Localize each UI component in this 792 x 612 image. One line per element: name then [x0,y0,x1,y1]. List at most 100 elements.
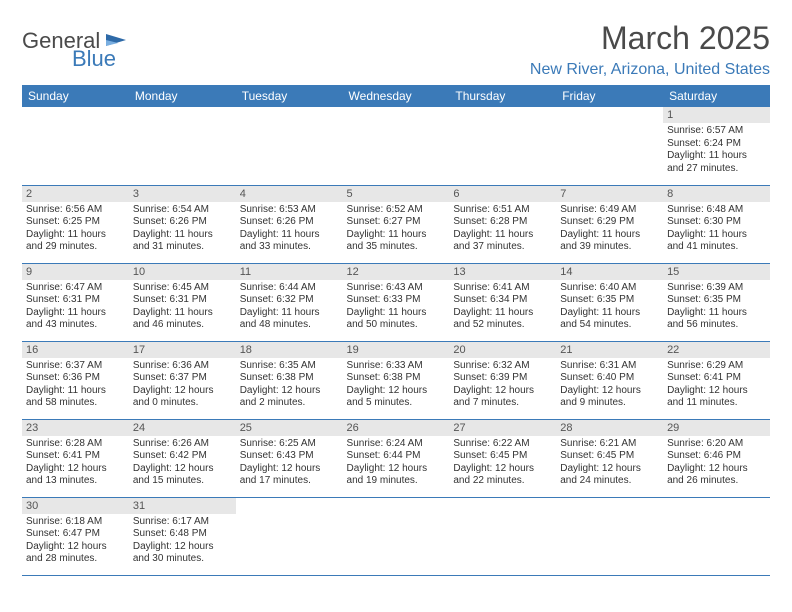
day-details: Sunrise: 6:51 AMSunset: 6:28 PMDaylight:… [449,202,556,258]
calendar-cell: 23Sunrise: 6:28 AMSunset: 6:41 PMDayligh… [22,419,129,497]
day-details: Sunrise: 6:53 AMSunset: 6:26 PMDaylight:… [236,202,343,258]
calendar-cell: 19Sunrise: 6:33 AMSunset: 6:38 PMDayligh… [343,341,450,419]
day-number: 9 [22,264,129,280]
day-details: Sunrise: 6:54 AMSunset: 6:26 PMDaylight:… [129,202,236,258]
day-details: Sunrise: 6:39 AMSunset: 6:35 PMDaylight:… [663,280,770,336]
day-details: Sunrise: 6:37 AMSunset: 6:36 PMDaylight:… [22,358,129,414]
calendar-cell: 18Sunrise: 6:35 AMSunset: 6:38 PMDayligh… [236,341,343,419]
day-number: 8 [663,186,770,202]
day-number: 22 [663,342,770,358]
calendar-row: 9Sunrise: 6:47 AMSunset: 6:31 PMDaylight… [22,263,770,341]
day-number: 10 [129,264,236,280]
calendar-cell: 4Sunrise: 6:53 AMSunset: 6:26 PMDaylight… [236,185,343,263]
day-details: Sunrise: 6:17 AMSunset: 6:48 PMDaylight:… [129,514,236,570]
day-details: Sunrise: 6:33 AMSunset: 6:38 PMDaylight:… [343,358,450,414]
calendar-cell: 2Sunrise: 6:56 AMSunset: 6:25 PMDaylight… [22,185,129,263]
day-number: 13 [449,264,556,280]
day-details: Sunrise: 6:29 AMSunset: 6:41 PMDaylight:… [663,358,770,414]
day-number: 27 [449,420,556,436]
day-details: Sunrise: 6:52 AMSunset: 6:27 PMDaylight:… [343,202,450,258]
day-details: Sunrise: 6:26 AMSunset: 6:42 PMDaylight:… [129,436,236,492]
logo-text-blue: Blue [72,46,116,72]
day-details: Sunrise: 6:49 AMSunset: 6:29 PMDaylight:… [556,202,663,258]
day-details: Sunrise: 6:43 AMSunset: 6:33 PMDaylight:… [343,280,450,336]
day-number: 31 [129,498,236,514]
day-number: 2 [22,186,129,202]
day-details: Sunrise: 6:56 AMSunset: 6:25 PMDaylight:… [22,202,129,258]
day-number: 7 [556,186,663,202]
day-details: Sunrise: 6:48 AMSunset: 6:30 PMDaylight:… [663,202,770,258]
day-details: Sunrise: 6:21 AMSunset: 6:45 PMDaylight:… [556,436,663,492]
calendar-cell: 12Sunrise: 6:43 AMSunset: 6:33 PMDayligh… [343,263,450,341]
calendar-cell [129,107,236,185]
month-title: March 2025 [530,20,770,57]
calendar-cell [449,497,556,575]
calendar-cell: 28Sunrise: 6:21 AMSunset: 6:45 PMDayligh… [556,419,663,497]
weekday-header: Monday [129,85,236,107]
day-details: Sunrise: 6:22 AMSunset: 6:45 PMDaylight:… [449,436,556,492]
day-number: 26 [343,420,450,436]
day-number: 30 [22,498,129,514]
day-number: 25 [236,420,343,436]
day-number: 1 [663,107,770,123]
calendar-cell: 31Sunrise: 6:17 AMSunset: 6:48 PMDayligh… [129,497,236,575]
day-details: Sunrise: 6:45 AMSunset: 6:31 PMDaylight:… [129,280,236,336]
calendar-row: 2Sunrise: 6:56 AMSunset: 6:25 PMDaylight… [22,185,770,263]
calendar-cell [22,107,129,185]
calendar-cell: 11Sunrise: 6:44 AMSunset: 6:32 PMDayligh… [236,263,343,341]
day-details: Sunrise: 6:40 AMSunset: 6:35 PMDaylight:… [556,280,663,336]
day-details: Sunrise: 6:44 AMSunset: 6:32 PMDaylight:… [236,280,343,336]
header: General March 2025 New River, Arizona, U… [22,20,770,79]
day-details: Sunrise: 6:41 AMSunset: 6:34 PMDaylight:… [449,280,556,336]
calendar-cell [236,497,343,575]
calendar-cell: 26Sunrise: 6:24 AMSunset: 6:44 PMDayligh… [343,419,450,497]
weekday-header: Tuesday [236,85,343,107]
day-details: Sunrise: 6:18 AMSunset: 6:47 PMDaylight:… [22,514,129,570]
calendar-cell: 3Sunrise: 6:54 AMSunset: 6:26 PMDaylight… [129,185,236,263]
calendar-cell [556,107,663,185]
calendar-cell: 22Sunrise: 6:29 AMSunset: 6:41 PMDayligh… [663,341,770,419]
calendar-cell: 8Sunrise: 6:48 AMSunset: 6:30 PMDaylight… [663,185,770,263]
day-details: Sunrise: 6:24 AMSunset: 6:44 PMDaylight:… [343,436,450,492]
calendar-cell: 24Sunrise: 6:26 AMSunset: 6:42 PMDayligh… [129,419,236,497]
day-number: 17 [129,342,236,358]
calendar-cell: 7Sunrise: 6:49 AMSunset: 6:29 PMDaylight… [556,185,663,263]
day-number: 14 [556,264,663,280]
calendar-cell [663,497,770,575]
day-number: 29 [663,420,770,436]
calendar-cell: 9Sunrise: 6:47 AMSunset: 6:31 PMDaylight… [22,263,129,341]
calendar-cell: 14Sunrise: 6:40 AMSunset: 6:35 PMDayligh… [556,263,663,341]
day-number: 6 [449,186,556,202]
day-details: Sunrise: 6:35 AMSunset: 6:38 PMDaylight:… [236,358,343,414]
calendar-cell: 15Sunrise: 6:39 AMSunset: 6:35 PMDayligh… [663,263,770,341]
day-details: Sunrise: 6:25 AMSunset: 6:43 PMDaylight:… [236,436,343,492]
calendar-cell [449,107,556,185]
day-details: Sunrise: 6:57 AMSunset: 6:24 PMDaylight:… [663,123,770,179]
day-number: 11 [236,264,343,280]
day-number: 5 [343,186,450,202]
calendar-row: 23Sunrise: 6:28 AMSunset: 6:41 PMDayligh… [22,419,770,497]
calendar-row: 16Sunrise: 6:37 AMSunset: 6:36 PMDayligh… [22,341,770,419]
day-number: 19 [343,342,450,358]
weekday-header: Saturday [663,85,770,107]
weekday-header: Thursday [449,85,556,107]
calendar-cell: 16Sunrise: 6:37 AMSunset: 6:36 PMDayligh… [22,341,129,419]
day-number: 12 [343,264,450,280]
calendar-cell: 17Sunrise: 6:36 AMSunset: 6:37 PMDayligh… [129,341,236,419]
calendar-cell [236,107,343,185]
calendar-cell: 13Sunrise: 6:41 AMSunset: 6:34 PMDayligh… [449,263,556,341]
day-details: Sunrise: 6:20 AMSunset: 6:46 PMDaylight:… [663,436,770,492]
weekday-header: Sunday [22,85,129,107]
day-number: 15 [663,264,770,280]
calendar-row: 1Sunrise: 6:57 AMSunset: 6:24 PMDaylight… [22,107,770,185]
location: New River, Arizona, United States [530,61,770,79]
day-details: Sunrise: 6:31 AMSunset: 6:40 PMDaylight:… [556,358,663,414]
day-number: 24 [129,420,236,436]
calendar-table: SundayMondayTuesdayWednesdayThursdayFrid… [22,85,770,576]
calendar-cell: 1Sunrise: 6:57 AMSunset: 6:24 PMDaylight… [663,107,770,185]
calendar-cell: 27Sunrise: 6:22 AMSunset: 6:45 PMDayligh… [449,419,556,497]
calendar-cell: 6Sunrise: 6:51 AMSunset: 6:28 PMDaylight… [449,185,556,263]
calendar-cell [343,107,450,185]
day-details: Sunrise: 6:32 AMSunset: 6:39 PMDaylight:… [449,358,556,414]
day-number: 23 [22,420,129,436]
